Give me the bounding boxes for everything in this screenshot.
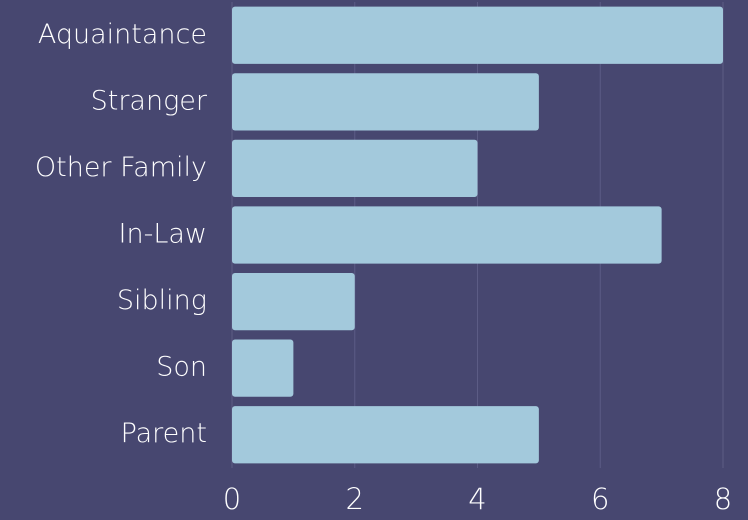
y-tick-label: Other Family: [35, 152, 207, 183]
y-tick-label: Sibling: [117, 285, 207, 316]
x-tick-label: 8: [714, 482, 732, 516]
bar: [232, 139, 478, 198]
x-tick-label: 6: [591, 482, 609, 516]
x-tick-label: 0: [223, 482, 241, 516]
y-tick-label: Son: [156, 352, 207, 383]
y-tick-label: Stranger: [91, 85, 208, 116]
bar: [232, 272, 355, 331]
bar: [232, 6, 723, 64]
x-tick-label: 4: [468, 482, 486, 516]
bar: [232, 339, 294, 397]
y-tick-label: Parent: [121, 418, 207, 449]
x-tick-label: 2: [346, 482, 364, 516]
bar: [232, 406, 539, 464]
bar: [232, 206, 662, 264]
bar: [232, 73, 539, 131]
y-tick-label: Aquaintance: [38, 19, 207, 50]
y-tick-label: In-Law: [119, 219, 208, 250]
